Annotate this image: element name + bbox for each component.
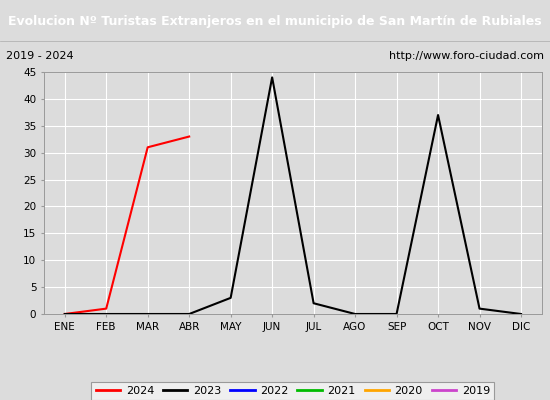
Text: 2019 - 2024: 2019 - 2024 bbox=[6, 51, 73, 61]
Legend: 2024, 2023, 2022, 2021, 2020, 2019: 2024, 2023, 2022, 2021, 2020, 2019 bbox=[91, 382, 494, 400]
Text: Evolucion Nº Turistas Extranjeros en el municipio de San Martín de Rubiales: Evolucion Nº Turistas Extranjeros en el … bbox=[8, 14, 542, 28]
Text: http://www.foro-ciudad.com: http://www.foro-ciudad.com bbox=[389, 51, 544, 61]
